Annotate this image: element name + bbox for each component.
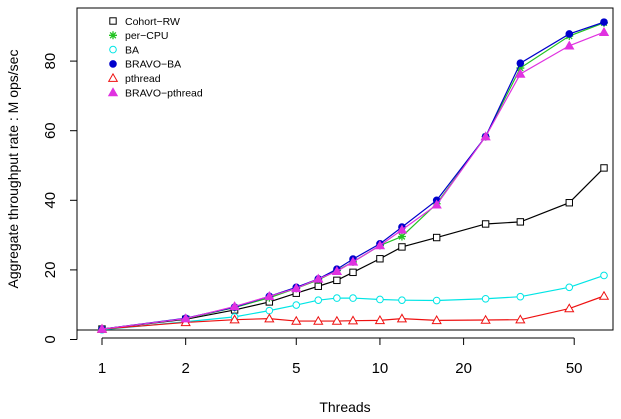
data-point bbox=[397, 232, 406, 241]
series-2 bbox=[98, 271, 608, 334]
data-point bbox=[516, 292, 525, 301]
legend-symbol bbox=[109, 31, 117, 40]
data-point bbox=[264, 291, 275, 301]
legend: Cohort−RW per−CPU BA BRAVO−BA pthread BRAVO−p… bbox=[107, 16, 203, 99]
data-point bbox=[331, 315, 343, 325]
data-point bbox=[314, 296, 323, 304]
legend-item: BA bbox=[109, 44, 139, 56]
data-point bbox=[481, 220, 490, 228]
data-point bbox=[376, 295, 384, 304]
data-point bbox=[349, 268, 357, 277]
data-point bbox=[516, 64, 525, 73]
data-point bbox=[292, 301, 301, 309]
legend-symbol bbox=[109, 17, 117, 25]
legend-item: pthread bbox=[107, 72, 161, 85]
data-point bbox=[314, 282, 322, 290]
x-tick-label: 5 bbox=[292, 360, 300, 377]
series-4 bbox=[96, 290, 610, 333]
x-tick-label: 1 bbox=[98, 360, 106, 377]
data-point bbox=[480, 314, 491, 324]
data-point bbox=[564, 40, 575, 50]
data-point bbox=[347, 315, 359, 325]
data-point bbox=[565, 199, 573, 207]
data-point bbox=[480, 131, 491, 141]
series-line bbox=[101, 31, 605, 330]
data-point bbox=[331, 265, 343, 276]
series-line bbox=[101, 167, 605, 330]
x-axis-title: Threads bbox=[319, 399, 370, 415]
data-point bbox=[398, 243, 406, 251]
data-point bbox=[516, 218, 525, 226]
data-point bbox=[180, 313, 191, 323]
data-point bbox=[376, 255, 384, 263]
data-point bbox=[432, 233, 441, 242]
data-point bbox=[600, 18, 608, 26]
y-tick-label: 60 bbox=[42, 122, 59, 139]
legend-label: BRAVO−BA bbox=[125, 59, 181, 71]
data-point bbox=[374, 240, 386, 250]
data-point bbox=[515, 68, 526, 78]
legend-symbol bbox=[107, 87, 119, 97]
x-tick-label: 10 bbox=[372, 360, 389, 377]
legend-item: BRAVO−pthread bbox=[107, 87, 203, 99]
data-point bbox=[398, 296, 406, 304]
series-0 bbox=[98, 164, 608, 333]
data-point bbox=[265, 306, 274, 315]
data-point bbox=[565, 283, 574, 292]
data-point bbox=[96, 323, 108, 333]
data-point bbox=[396, 313, 408, 323]
data-point bbox=[481, 294, 490, 303]
data-point bbox=[333, 276, 341, 285]
y-tick-label: 80 bbox=[42, 53, 59, 70]
x-axis: 1 2 5 10 20 50 bbox=[98, 337, 583, 377]
legend-item: per−CPU bbox=[109, 30, 168, 42]
data-point bbox=[431, 315, 442, 325]
legend-label: BRAVO−pthread bbox=[125, 87, 203, 99]
data-point bbox=[600, 164, 608, 172]
series-5 bbox=[96, 26, 610, 333]
y-axis-title: Aggregate throughput rate : M ops/sec bbox=[5, 50, 21, 289]
legend-symbol bbox=[107, 72, 119, 82]
data-point bbox=[598, 26, 610, 36]
data-point bbox=[431, 199, 442, 209]
series-layer bbox=[96, 18, 610, 334]
data-point bbox=[600, 271, 608, 280]
x-tick-label: 20 bbox=[455, 360, 472, 377]
legend-item: BRAVO−BA bbox=[109, 59, 181, 71]
data-point bbox=[313, 315, 324, 325]
data-point bbox=[515, 314, 526, 324]
legend-symbol bbox=[109, 60, 117, 68]
data-point bbox=[291, 315, 302, 325]
data-point bbox=[333, 294, 341, 302]
y-tick-label: 40 bbox=[42, 192, 59, 209]
y-axis: 0 20 40 60 80 bbox=[42, 53, 78, 344]
data-point bbox=[264, 313, 275, 323]
data-point bbox=[598, 290, 610, 300]
legend-symbol bbox=[109, 45, 117, 54]
legend-label: BA bbox=[125, 44, 139, 56]
data-point bbox=[374, 315, 386, 325]
data-point bbox=[432, 296, 441, 305]
legend-label: per−CPU bbox=[125, 30, 168, 42]
data-point bbox=[396, 224, 408, 234]
data-point bbox=[347, 256, 359, 266]
data-point bbox=[565, 30, 574, 38]
data-point bbox=[516, 59, 525, 67]
x-tick-label: 50 bbox=[566, 360, 583, 377]
data-point bbox=[313, 273, 324, 283]
data-point bbox=[291, 283, 302, 293]
legend-item: Cohort−RW bbox=[109, 16, 180, 28]
data-point bbox=[564, 303, 575, 313]
data-point bbox=[229, 314, 240, 324]
data-point bbox=[349, 294, 357, 302]
y-tick-label: 0 bbox=[42, 335, 59, 343]
legend-label: Cohort−RW bbox=[125, 16, 180, 28]
data-point bbox=[229, 301, 240, 311]
y-tick-label: 20 bbox=[42, 262, 59, 279]
x-tick-label: 2 bbox=[181, 360, 189, 377]
legend-label: pthread bbox=[125, 73, 161, 85]
